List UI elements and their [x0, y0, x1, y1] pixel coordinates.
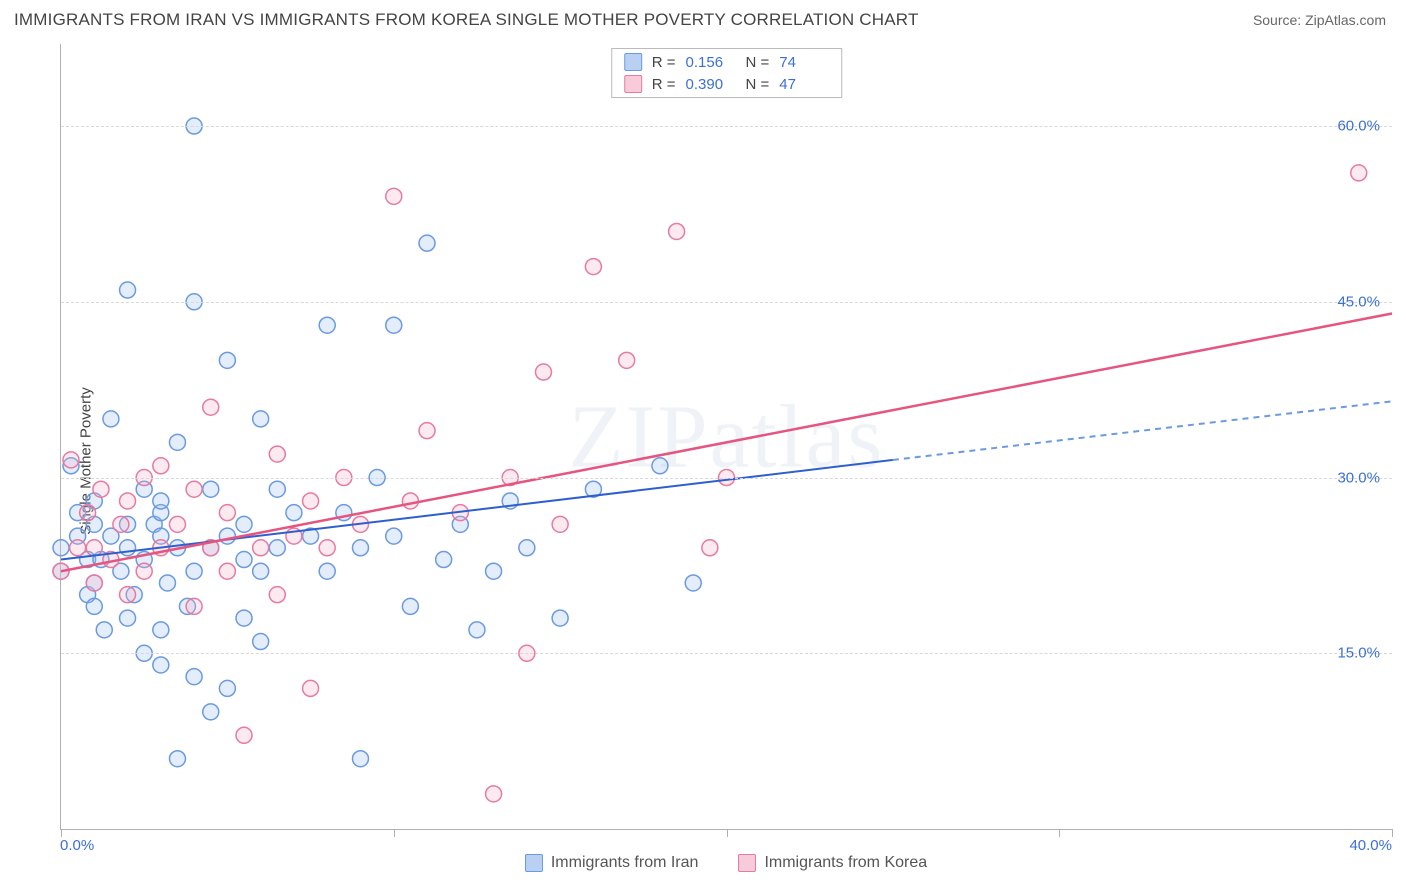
y-tick-label: 30.0%	[1337, 469, 1380, 486]
legend-label-iran: Immigrants from Iran	[551, 854, 699, 872]
series-legend: Immigrants from Iran Immigrants from Kor…	[60, 854, 1392, 872]
legend-item-iran: Immigrants from Iran	[525, 854, 699, 872]
title-bar: IMMIGRANTS FROM IRAN VS IMMIGRANTS FROM …	[0, 0, 1406, 38]
grid-line	[61, 302, 1392, 303]
source-attribution: Source: ZipAtlas.com	[1253, 12, 1386, 28]
r-label: R =	[652, 54, 676, 71]
swatch-korea	[624, 75, 642, 93]
legend-item-korea: Immigrants from Korea	[738, 854, 927, 872]
scatter-plot-svg	[61, 44, 1392, 829]
n-label: N =	[746, 76, 770, 93]
swatch-korea	[738, 854, 756, 872]
r-value-korea: 0.390	[686, 76, 736, 93]
y-tick-label: 60.0%	[1337, 118, 1380, 135]
r-label: R =	[652, 76, 676, 93]
chart-container: Single Mother Poverty ZIPatlas R = 0.156…	[14, 44, 1392, 878]
x-tick	[1392, 829, 1393, 837]
x-tick	[61, 829, 62, 837]
x-tick	[727, 829, 728, 837]
x-tick	[394, 829, 395, 837]
x-tick-label-min: 0.0%	[60, 837, 94, 854]
x-tick-label-max: 40.0%	[1349, 837, 1392, 854]
legend-label-korea: Immigrants from Korea	[764, 854, 927, 872]
grid-line	[61, 478, 1392, 479]
y-tick-label: 45.0%	[1337, 293, 1380, 310]
y-tick-label: 15.0%	[1337, 645, 1380, 662]
n-value-korea: 47	[779, 76, 829, 93]
swatch-iran	[525, 854, 543, 872]
stats-legend: R = 0.156 N = 74 R = 0.390 N = 47	[611, 48, 843, 98]
chart-title: IMMIGRANTS FROM IRAN VS IMMIGRANTS FROM …	[14, 10, 919, 30]
n-label: N =	[746, 54, 770, 71]
stats-row-korea: R = 0.390 N = 47	[612, 73, 842, 95]
grid-line	[61, 126, 1392, 127]
n-value-iran: 74	[779, 54, 829, 71]
x-tick	[1059, 829, 1060, 837]
plot-area: ZIPatlas R = 0.156 N = 74 R = 0.390 N = …	[60, 44, 1392, 830]
r-value-iran: 0.156	[686, 54, 736, 71]
stats-row-iran: R = 0.156 N = 74	[612, 51, 842, 73]
grid-line	[61, 653, 1392, 654]
swatch-iran	[624, 53, 642, 71]
